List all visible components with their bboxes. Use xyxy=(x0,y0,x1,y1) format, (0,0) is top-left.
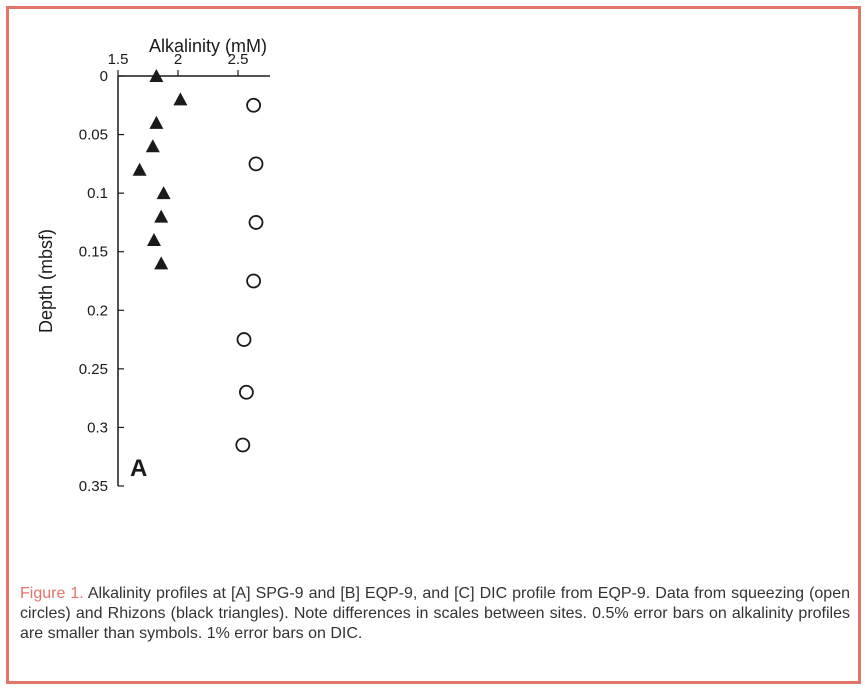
y-tick-label: 0.1 xyxy=(87,185,108,202)
x-tick-label: 2 xyxy=(174,51,182,68)
data-point-triangle xyxy=(145,139,160,153)
y-tick-label: 0.25 xyxy=(79,361,108,378)
figure-frame xyxy=(6,6,861,684)
data-point-circle xyxy=(246,97,262,113)
y-tick-label: 0.3 xyxy=(87,419,108,436)
data-point-circle xyxy=(246,273,262,289)
data-point-triangle xyxy=(149,115,164,129)
data-point-triangle xyxy=(132,162,147,176)
figure-caption: Figure 1. Alkalinity profiles at [A] SPG… xyxy=(20,584,850,644)
y-tick-label: 0 xyxy=(100,68,108,85)
chart-panel-a: Alkalinity (mM)1.522.5300.050.10.150.20.… xyxy=(36,36,270,495)
y-tick-label: 0.2 xyxy=(87,302,108,319)
data-point-circle xyxy=(248,215,264,230)
data-point-triangle xyxy=(154,256,169,270)
data-point-triangle xyxy=(154,209,169,223)
y-tick-label: 0.35 xyxy=(79,478,108,495)
data-point-circle xyxy=(235,437,251,453)
x-axis-title: Alkalinity (mM) xyxy=(149,36,267,56)
data-point-circle xyxy=(248,156,264,172)
y-tick-label: 0.05 xyxy=(79,127,108,144)
x-tick-label: 1.5 xyxy=(108,51,129,68)
data-point-triangle xyxy=(147,233,161,246)
caption-text: Alkalinity profiles at [A] SPG-9 and [B]… xyxy=(20,585,850,642)
x-tick-label: 2.5 xyxy=(228,51,249,68)
caption-lead: Figure 1. xyxy=(20,585,84,602)
chart-panel-b: Alkalinity (mM)2.32.52.700.511.522.533.5… xyxy=(310,30,580,560)
data-point-circle xyxy=(236,332,252,347)
data-point-triangle xyxy=(156,186,171,200)
data-point-triangle xyxy=(173,92,188,106)
y-axis-title: Depth (mbsf) xyxy=(36,229,56,333)
y-tick-label: 0.15 xyxy=(79,244,108,261)
data-point-circle xyxy=(238,384,254,400)
chart-panel-c: DIC (mM)2.22.32.42.500.511.522.533.5C xyxy=(585,30,845,560)
panel-letter: A xyxy=(130,455,147,482)
data-point-triangle xyxy=(149,69,164,82)
